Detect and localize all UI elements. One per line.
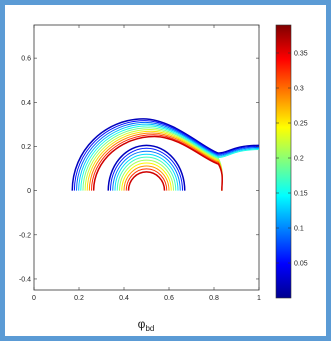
contour-line [73, 120, 259, 191]
contour-line [80, 125, 259, 191]
y-tick-label: 0 [27, 188, 31, 195]
colorbar-tick-label: 0.3 [294, 86, 304, 93]
x-tick-label: 0 [32, 295, 36, 302]
x-tick-label: 0.4 [119, 295, 129, 302]
contour-line [71, 118, 259, 191]
colorbar-tick-label: 0.1 [294, 226, 304, 233]
contour-line [119, 159, 174, 191]
contour-line [125, 168, 168, 191]
x-tick-label: 1 [257, 295, 261, 302]
x-axis: 0 0.2 0.4 0.6 0.8 1 [32, 25, 261, 302]
y-tick-label: -0.4 [19, 276, 31, 283]
y-tick-label: 0.4 [21, 100, 31, 107]
colorbar-tick-label: 0.35 [294, 51, 308, 58]
y-tick-label: -0.2 [19, 232, 31, 239]
x-axis-label: φbd [138, 317, 155, 333]
contour-line [116, 156, 177, 191]
colorbar-tick-label: 0.2 [294, 156, 304, 163]
contour-line [107, 144, 186, 191]
contour-line [123, 165, 170, 191]
colorbar-tick-label: 0.15 [294, 191, 308, 198]
y-axis: -0.4 -0.2 0 0.2 0.4 0.6 [19, 56, 259, 283]
contour-line [92, 135, 223, 191]
contour-line [121, 162, 172, 191]
x-tick-label: 0.2 [74, 295, 84, 302]
contour-line [78, 123, 259, 191]
x-axis-label-main: φ [138, 317, 146, 331]
contour-line [112, 150, 181, 191]
contour-line [127, 171, 166, 191]
contour-line [110, 147, 183, 191]
contour-line [114, 153, 179, 191]
colorbar-tick-label: 0.05 [294, 261, 308, 268]
y-tick-label: 0.6 [21, 56, 31, 63]
colorbar-tick-label: 0.25 [294, 121, 308, 128]
y-tick-label: 0.2 [21, 144, 31, 151]
colorbar-ticks: 0.05 0.1 0.15 0.2 0.25 0.3 0.35 [276, 51, 308, 268]
contour-chart: 0 0.2 0.4 0.6 0.8 1 -0.4 -0.2 0 0.2 0.4 0.6 φbd 0.… [19, 24, 308, 333]
chart-frame: 0 0.2 0.4 0.6 0.8 1 -0.4 -0.2 0 0.2 0.4 0.6 φbd 0.… [5, 5, 326, 336]
x-tick-label: 0.8 [209, 295, 219, 302]
x-tick-label: 0.6 [164, 295, 174, 302]
contour-line [76, 121, 259, 191]
contour-lines [71, 118, 259, 191]
x-axis-label-subscript: bd [145, 324, 154, 333]
colorbar [275, 24, 292, 299]
